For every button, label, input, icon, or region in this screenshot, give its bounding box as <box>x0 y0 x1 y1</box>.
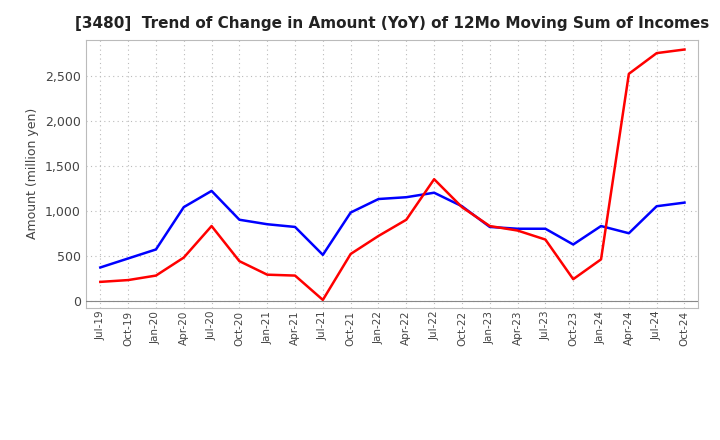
Net Income <box>513 228 522 233</box>
Ordinary Income <box>513 226 522 231</box>
Net Income <box>179 255 188 260</box>
Ordinary Income <box>124 256 132 261</box>
Ordinary Income <box>458 204 467 209</box>
Ordinary Income <box>569 242 577 247</box>
Y-axis label: Amount (million yen): Amount (million yen) <box>27 108 40 239</box>
Ordinary Income <box>96 265 104 270</box>
Net Income <box>569 276 577 282</box>
Ordinary Income <box>680 200 689 205</box>
Net Income <box>680 47 689 52</box>
Ordinary Income <box>485 224 494 230</box>
Net Income <box>541 237 550 242</box>
Ordinary Income <box>652 204 661 209</box>
Ordinary Income <box>263 222 271 227</box>
Line: Net Income: Net Income <box>100 50 685 300</box>
Ordinary Income <box>318 252 327 257</box>
Net Income <box>374 233 383 238</box>
Ordinary Income <box>624 231 633 236</box>
Net Income <box>96 279 104 285</box>
Net Income <box>263 272 271 277</box>
Net Income <box>124 278 132 283</box>
Ordinary Income <box>179 205 188 210</box>
Ordinary Income <box>346 210 355 215</box>
Net Income <box>346 251 355 257</box>
Ordinary Income <box>597 224 606 229</box>
Net Income <box>291 273 300 278</box>
Net Income <box>597 257 606 262</box>
Net Income <box>458 205 467 210</box>
Net Income <box>624 71 633 77</box>
Ordinary Income <box>402 194 410 200</box>
Net Income <box>152 273 161 278</box>
Net Income <box>430 176 438 182</box>
Net Income <box>235 259 243 264</box>
Ordinary Income <box>430 190 438 195</box>
Net Income <box>318 297 327 303</box>
Ordinary Income <box>291 224 300 230</box>
Net Income <box>207 224 216 229</box>
Title: [3480]  Trend of Change in Amount (YoY) of 12Mo Moving Sum of Incomes: [3480] Trend of Change in Amount (YoY) o… <box>76 16 709 32</box>
Net Income <box>485 224 494 229</box>
Ordinary Income <box>235 217 243 222</box>
Ordinary Income <box>541 226 550 231</box>
Ordinary Income <box>152 247 161 252</box>
Net Income <box>402 217 410 222</box>
Line: Ordinary Income: Ordinary Income <box>100 191 685 268</box>
Net Income <box>652 51 661 56</box>
Ordinary Income <box>374 196 383 202</box>
Ordinary Income <box>207 188 216 194</box>
